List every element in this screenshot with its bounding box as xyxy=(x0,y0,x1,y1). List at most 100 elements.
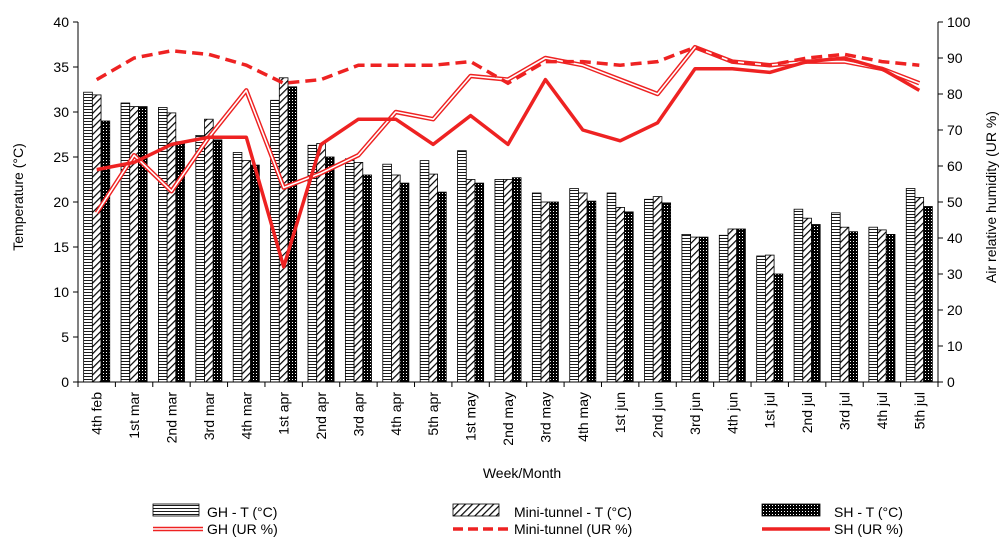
x-tick-label: 3rd apr xyxy=(350,392,366,437)
bar-dots-6 xyxy=(324,156,335,383)
x-tick-label: 1st apr xyxy=(276,392,292,435)
y2-axis-title: Air relative humidity (UR %) xyxy=(983,111,999,283)
bar-diagonal-lines-6 xyxy=(316,143,326,383)
x-tick-label: 2nd jun xyxy=(650,392,666,438)
y-tick-label: 10 xyxy=(53,284,69,300)
bar-horizontal-lines-11 xyxy=(494,179,505,383)
x-tick-labels: 4th feb 1st mar 2nd mar 3rd mar 4th mar 1st a… xyxy=(89,392,928,446)
y2-tick-label: 70 xyxy=(947,122,963,138)
x-tick-label: 5th apr xyxy=(425,392,441,436)
x-tick-label: 1st jun xyxy=(612,392,628,433)
x-tick-label: 3rd may xyxy=(537,392,553,443)
legend-label: Mini-tunnel (UR %) xyxy=(514,521,632,537)
bar-diagonal-lines-17 xyxy=(727,228,738,383)
y-tick-label: 15 xyxy=(53,239,69,255)
y-axis-ticks: 0 5 10 15 20 25 30 35 40 xyxy=(53,14,78,390)
bar-diagonal-lines-20 xyxy=(839,226,850,383)
axes xyxy=(77,22,939,387)
bar-diagonal-lines-7 xyxy=(353,161,364,383)
humidity-lines xyxy=(94,44,921,269)
bar-horizontal-lines-16 xyxy=(681,233,692,383)
bar-diagonal-lines-15 xyxy=(652,196,663,383)
x-tick-label: 3rd jul xyxy=(837,392,853,430)
bar-diagonal-lines-2 xyxy=(166,112,177,383)
bar-dots-10 xyxy=(474,182,485,383)
y-tick-label: 35 xyxy=(53,59,69,75)
bar-horizontal-lines-22 xyxy=(905,188,916,383)
x-tick-label: 4th apr xyxy=(388,392,404,436)
bar-horizontal-lines-3 xyxy=(195,134,205,383)
bar-horizontal-lines-15 xyxy=(644,198,654,383)
y-tick-label: 20 xyxy=(53,194,69,210)
bar-dots-3 xyxy=(212,139,223,383)
bar-dots-21 xyxy=(885,233,896,383)
legend-swatch-bar xyxy=(761,503,821,517)
bar-dots-9 xyxy=(437,191,447,383)
bar-diagonal-lines-11 xyxy=(503,179,513,383)
bar-diagonal-lines-10 xyxy=(465,179,476,383)
bar-diagonal-lines-19 xyxy=(802,217,812,383)
bar-diagonal-lines-0 xyxy=(91,94,102,383)
bar-horizontal-lines-8 xyxy=(382,163,392,383)
bar-dots-7 xyxy=(362,174,372,383)
x-tick-label: 1st may xyxy=(463,392,479,441)
x-tick-label: 4th jul xyxy=(874,392,890,429)
y2-tick-label: 100 xyxy=(947,14,971,30)
x-axis-title: Week/Month xyxy=(483,465,561,481)
line-sh-ur xyxy=(96,56,921,269)
legend-label: SH (UR %) xyxy=(834,521,903,537)
bar-horizontal-lines-10 xyxy=(457,150,467,383)
y-tick-label: 25 xyxy=(53,149,69,165)
bar-dots-1 xyxy=(138,106,148,383)
x-tick-label: 2nd may xyxy=(500,392,516,446)
bar-diagonal-lines-9 xyxy=(428,173,438,383)
bar-dots-22 xyxy=(923,206,933,383)
x-tick-label: 3rd jun xyxy=(687,392,703,435)
bar-diagonal-lines-4 xyxy=(241,160,252,383)
bar-horizontal-lines-0 xyxy=(83,91,93,383)
line-mini-tunnel-ur xyxy=(95,45,920,86)
x-tick-label: 1st mar xyxy=(126,392,142,439)
bar-horizontal-lines-19 xyxy=(793,208,804,383)
bar-diagonal-lines-18 xyxy=(764,254,775,383)
legend-swatch-bar xyxy=(452,503,500,517)
x-tick-label: 4th feb xyxy=(89,392,105,435)
bar-diagonal-lines-8 xyxy=(391,174,401,383)
bar-horizontal-lines-9 xyxy=(419,160,430,383)
x-tick-label: 2nd jul xyxy=(799,392,815,433)
bar-dots-19 xyxy=(811,224,821,383)
x-tick-label: 4th mar xyxy=(238,392,254,440)
bar-dots-13 xyxy=(586,200,597,383)
y2-tick-label: 50 xyxy=(947,194,963,210)
y2-tick-label: 40 xyxy=(947,230,963,246)
bar-horizontal-lines-1 xyxy=(120,102,131,383)
bar-diagonal-lines-1 xyxy=(129,106,139,383)
legend-label: GH - T (°C) xyxy=(207,504,277,520)
bar-dots-20 xyxy=(848,231,858,383)
bar-horizontal-lines-14 xyxy=(606,192,617,383)
x-tick-label: 2nd mar xyxy=(164,392,180,444)
bars xyxy=(83,77,933,383)
y2-tick-label: 80 xyxy=(947,86,963,102)
x-tick-label: 2nd apr xyxy=(313,392,329,440)
bar-horizontal-lines-20 xyxy=(831,212,841,383)
bar-dots-4 xyxy=(250,164,260,383)
bar-horizontal-lines-18 xyxy=(756,255,766,383)
x-tick-label: 1st jul xyxy=(762,392,778,429)
legend: GH - T (°C) Mini-tunnel - T (°C) SH - T (°… xyxy=(152,503,903,537)
x-tick-label: 4th jun xyxy=(724,392,740,434)
x-tick-label: 4th may xyxy=(575,392,591,442)
y-axis-title: Temperature (°C) xyxy=(10,143,26,251)
bar-dots-17 xyxy=(736,228,746,383)
bar-diagonal-lines-14 xyxy=(615,206,625,383)
bar-dots-16 xyxy=(698,236,709,383)
y2-tick-label: 20 xyxy=(947,302,963,318)
bar-horizontal-lines-4 xyxy=(232,152,243,383)
bar-diagonal-lines-12 xyxy=(540,201,551,383)
y2-tick-label: 90 xyxy=(947,50,963,66)
bar-dots-15 xyxy=(661,202,672,383)
y-tick-label: 5 xyxy=(61,329,69,345)
x-tick-label: 3rd mar xyxy=(201,392,217,441)
